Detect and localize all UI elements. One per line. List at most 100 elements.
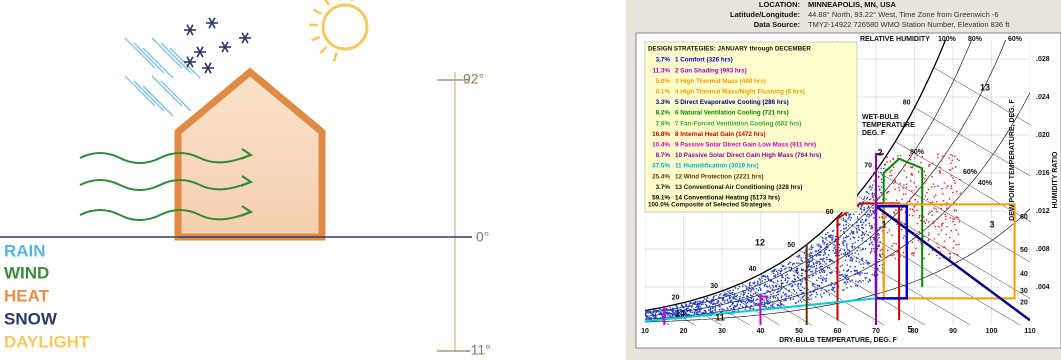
hour-point bbox=[911, 189, 913, 192]
hour-point bbox=[699, 302, 701, 305]
strategy-pct: 7.8% bbox=[656, 120, 671, 127]
hour-point bbox=[863, 197, 865, 200]
hour-point bbox=[916, 209, 918, 212]
hour-point bbox=[847, 224, 850, 227]
hour-point bbox=[691, 311, 694, 314]
hour-point bbox=[772, 286, 775, 288]
hour-point bbox=[669, 315, 672, 318]
hour-point bbox=[924, 222, 927, 224]
hour-point bbox=[748, 282, 751, 285]
hour-point bbox=[671, 312, 674, 314]
hour-point bbox=[847, 278, 850, 280]
hour-point bbox=[866, 196, 869, 199]
hour-point bbox=[771, 270, 773, 273]
hour-point bbox=[789, 270, 792, 272]
w-tick-label: .008 bbox=[1036, 246, 1050, 253]
hour-point bbox=[795, 262, 798, 264]
hour-point bbox=[777, 275, 779, 278]
hour-point bbox=[727, 294, 729, 297]
hour-point bbox=[785, 299, 787, 302]
hour-point bbox=[949, 257, 951, 260]
hour-point bbox=[735, 298, 737, 301]
strategy-pct: 0.1% bbox=[656, 88, 671, 95]
hour-point bbox=[927, 234, 930, 236]
hour-point bbox=[785, 293, 787, 296]
hour-point bbox=[867, 234, 869, 237]
hour-point bbox=[671, 314, 674, 317]
hour-point bbox=[696, 309, 698, 312]
hour-point bbox=[862, 233, 864, 235]
hour-point bbox=[909, 208, 912, 210]
hour-point bbox=[799, 289, 801, 291]
hour-point bbox=[955, 243, 957, 246]
hour-point bbox=[813, 290, 815, 292]
hour-point bbox=[676, 315, 678, 317]
w-tick-label: .012 bbox=[1036, 208, 1050, 215]
hour-point bbox=[838, 243, 841, 246]
hour-point bbox=[878, 185, 880, 188]
hour-point bbox=[844, 240, 847, 242]
hour-point bbox=[823, 271, 826, 274]
hour-point bbox=[853, 273, 856, 276]
hour-point bbox=[681, 304, 683, 306]
hour-point bbox=[687, 307, 689, 310]
hour-point bbox=[766, 286, 769, 288]
hour-point bbox=[822, 257, 825, 260]
hour-point bbox=[851, 242, 854, 245]
hour-point bbox=[937, 233, 940, 236]
hour-point bbox=[780, 270, 782, 273]
hour-point bbox=[748, 300, 750, 302]
hour-point bbox=[903, 184, 905, 186]
hour-point bbox=[931, 201, 934, 203]
hour-point bbox=[808, 274, 810, 277]
hour-point bbox=[747, 292, 750, 295]
hour-point bbox=[801, 286, 804, 288]
hour-point bbox=[942, 246, 944, 248]
hour-point bbox=[856, 249, 858, 252]
hour-point bbox=[847, 235, 850, 238]
hour-point bbox=[816, 244, 818, 246]
hour-point bbox=[710, 307, 712, 309]
hour-point bbox=[814, 296, 817, 298]
hour-point bbox=[701, 312, 703, 314]
hour-point bbox=[953, 218, 956, 221]
hour-point bbox=[848, 249, 850, 252]
hour-point bbox=[844, 251, 847, 254]
hour-point bbox=[877, 274, 879, 276]
hour-point bbox=[869, 185, 872, 187]
wet-bulb-label: DEG. F bbox=[862, 130, 886, 137]
hour-point bbox=[935, 254, 938, 257]
hour-point bbox=[811, 256, 813, 259]
hour-point bbox=[935, 208, 937, 210]
hour-point bbox=[668, 309, 670, 312]
hour-point bbox=[839, 277, 841, 280]
hour-point bbox=[956, 158, 959, 160]
hour-point bbox=[645, 314, 648, 317]
hour-point bbox=[864, 213, 867, 216]
hour-point bbox=[868, 222, 871, 225]
rain-drop bbox=[142, 47, 174, 79]
hour-point bbox=[744, 291, 747, 294]
x-tick-label: 10 bbox=[641, 328, 649, 335]
hour-point bbox=[895, 209, 897, 211]
hour-point bbox=[823, 260, 826, 263]
hour-point bbox=[732, 297, 734, 300]
hour-point bbox=[807, 269, 810, 271]
hour-point bbox=[878, 258, 881, 261]
hour-point bbox=[694, 300, 697, 303]
hour-point bbox=[696, 302, 699, 304]
hour-point bbox=[862, 279, 864, 282]
hour-point bbox=[931, 175, 933, 178]
hour-point bbox=[782, 276, 784, 279]
hour-point bbox=[819, 262, 822, 264]
hour-point bbox=[823, 277, 826, 280]
hour-point bbox=[859, 279, 861, 282]
hour-point bbox=[651, 313, 653, 315]
hour-point bbox=[901, 198, 903, 200]
hour-point bbox=[697, 308, 699, 310]
hour-point bbox=[688, 303, 691, 305]
hour-point bbox=[833, 244, 835, 246]
hour-point bbox=[770, 278, 772, 281]
hour-point bbox=[777, 288, 779, 291]
rain bbox=[124, 37, 201, 117]
